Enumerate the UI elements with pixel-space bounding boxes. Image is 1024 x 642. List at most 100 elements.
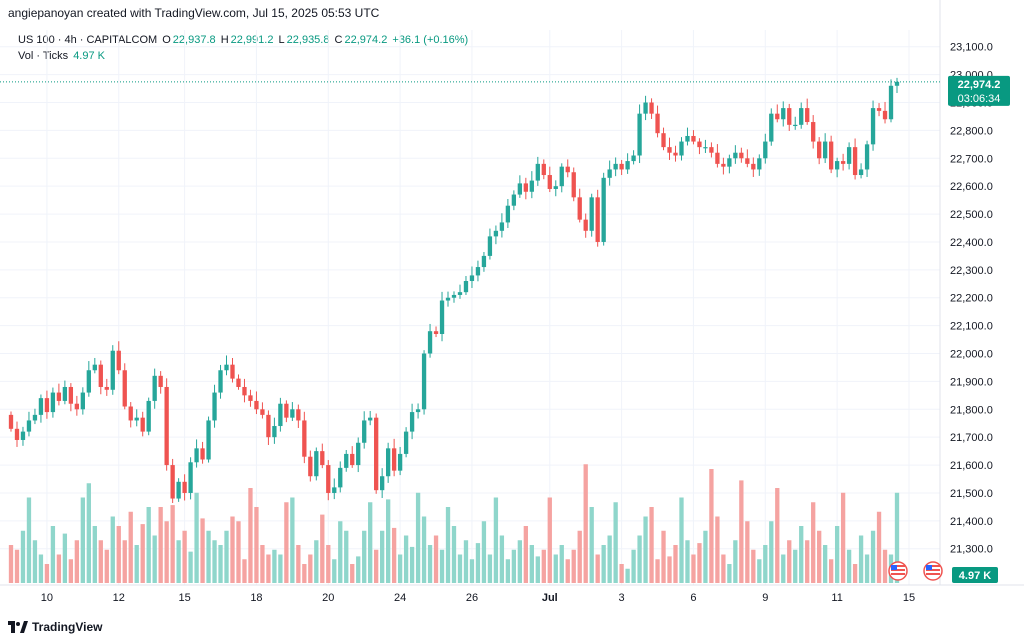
volume-bar xyxy=(332,559,337,583)
candle xyxy=(565,166,570,173)
volume-bar xyxy=(362,530,367,583)
volume-bar xyxy=(122,540,127,583)
candle xyxy=(619,163,624,170)
volume-bar xyxy=(631,549,636,583)
candle xyxy=(110,350,115,390)
volume-bar xyxy=(882,549,888,583)
candle xyxy=(266,414,271,438)
volume-bar xyxy=(727,564,732,583)
volume-bar xyxy=(703,530,708,583)
candle xyxy=(80,392,85,410)
candle xyxy=(547,175,552,189)
candle xyxy=(679,141,684,156)
candle xyxy=(577,197,582,220)
volume-bar xyxy=(565,559,570,583)
volume-bar xyxy=(32,540,38,583)
volume-bar xyxy=(38,554,44,583)
candle xyxy=(14,428,20,440)
candle xyxy=(140,417,145,432)
price-tick-label: 21,900.0 xyxy=(950,376,993,388)
candle xyxy=(427,331,433,354)
symbol-name[interactable]: US 100 · 4h · CAPITALCOM xyxy=(18,34,158,46)
volume-bar xyxy=(463,540,469,583)
volume-bar xyxy=(505,559,511,583)
candle xyxy=(505,205,511,223)
symbol-legend[interactable]: US 100 · 4h · CAPITALCOM O 22,937.8 H 22,9… xyxy=(18,34,470,46)
candle xyxy=(8,414,14,429)
candle xyxy=(721,163,726,167)
volume-bar xyxy=(481,521,487,583)
candle xyxy=(152,375,157,401)
price-tick-label: 22,500.0 xyxy=(950,209,993,221)
candle xyxy=(571,172,576,198)
candle xyxy=(104,386,109,390)
candle xyxy=(517,183,523,195)
volume-bar xyxy=(326,545,331,583)
candle xyxy=(709,147,714,153)
volume-legend[interactable]: Vol · Ticks 4.97 K xyxy=(18,50,107,62)
candle xyxy=(607,169,612,178)
volume-label[interactable]: Vol · Ticks xyxy=(18,50,69,62)
price-tick-label: 21,600.0 xyxy=(950,460,993,472)
us-flag-icon[interactable] xyxy=(888,561,908,581)
candle xyxy=(888,85,894,120)
candle xyxy=(799,108,804,125)
candle xyxy=(344,453,349,468)
volume-bar xyxy=(547,497,552,583)
volume-bar xyxy=(242,559,247,583)
time-axis[interactable]: 10 12 15 18 20 24 26 Jul 3 6 9 11 15 xyxy=(0,0,1024,604)
candle xyxy=(439,300,445,334)
candle xyxy=(864,144,870,170)
candle xyxy=(870,108,876,145)
volume-bar xyxy=(146,507,151,583)
candle xyxy=(793,124,798,127)
volume-bar xyxy=(212,540,217,583)
volume-bar xyxy=(637,535,642,583)
volume-bar xyxy=(344,530,349,583)
volume-bar xyxy=(799,526,804,583)
candle xyxy=(284,403,289,418)
volume-bar xyxy=(685,540,690,583)
candle xyxy=(86,370,91,393)
volume-bar xyxy=(26,497,32,583)
volume-bar xyxy=(194,492,199,583)
volume-bar xyxy=(74,540,80,583)
candle xyxy=(613,163,618,170)
volume-bar xyxy=(433,535,439,583)
tradingview-footer[interactable]: TradingView xyxy=(8,620,102,634)
time-tick-label: 9 xyxy=(762,592,768,604)
volume-bar xyxy=(439,549,445,583)
volume-bar xyxy=(469,559,475,583)
candles[interactable] xyxy=(8,77,900,504)
volume-bar xyxy=(858,535,864,583)
candle xyxy=(50,392,56,413)
candle xyxy=(403,431,409,454)
us-flag-icon[interactable] xyxy=(923,561,943,581)
candle xyxy=(356,442,361,466)
high-value: 22,991.2 xyxy=(230,34,274,46)
time-tick-label: 15 xyxy=(178,592,190,604)
volume-bar xyxy=(320,514,325,583)
volume-bar xyxy=(529,545,534,583)
candle xyxy=(134,417,139,421)
volume-bar xyxy=(380,530,385,583)
volume-bar xyxy=(164,521,169,583)
candle xyxy=(272,426,277,438)
candle xyxy=(529,180,534,192)
candle xyxy=(212,392,217,421)
volume-bar xyxy=(350,564,355,583)
close-value: 22,974.2 xyxy=(344,34,388,46)
volume-bar xyxy=(272,549,277,583)
volume-bar xyxy=(421,516,427,583)
volume-bar xyxy=(745,521,750,583)
volume-bar xyxy=(260,545,265,583)
price-tick-label: 22,700.0 xyxy=(950,153,993,165)
close-label: C xyxy=(334,34,343,46)
volume-bar xyxy=(769,521,774,583)
volume-bar xyxy=(475,543,481,583)
price-axis[interactable]: 21,300.0 21,400.0 21,500.0 21,600.0 21,700.0… xyxy=(950,42,993,556)
candle xyxy=(290,409,295,418)
candle xyxy=(332,487,337,493)
low-value: 22,935.8 xyxy=(286,34,330,46)
